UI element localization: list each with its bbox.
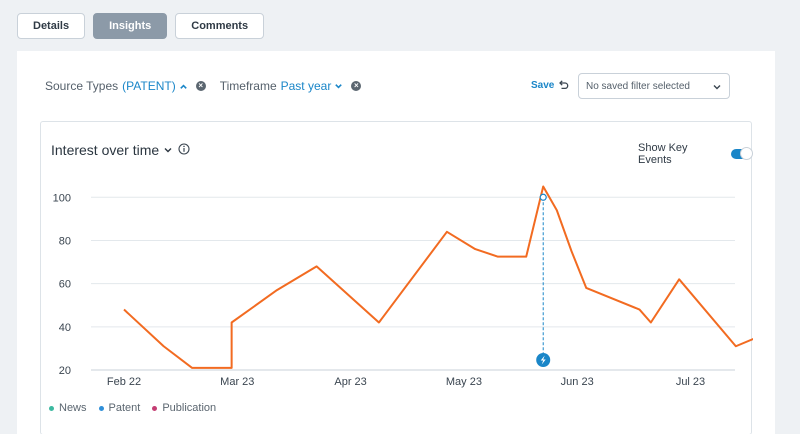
- legend-dot: [49, 405, 54, 411]
- y-tick-label: 80: [59, 235, 71, 247]
- lightning-icon: [540, 355, 546, 365]
- legend-item-news[interactable]: News: [49, 402, 87, 414]
- key-events-control: Show Key Events: [638, 142, 753, 166]
- y-tick-label: 100: [53, 192, 71, 204]
- filter-bar: Source Types (PATENT) × Timeframe Past y…: [45, 79, 375, 93]
- card-title-text: Interest over time: [51, 142, 160, 158]
- x-tick-label: Jun 23: [561, 376, 594, 388]
- clear-source-types-icon[interactable]: ×: [195, 81, 206, 91]
- chevron-down-icon: [335, 83, 343, 89]
- tab-details[interactable]: Details: [17, 13, 86, 39]
- saved-filter-select[interactable]: No saved filter selected: [578, 73, 730, 99]
- legend-label: News: [59, 402, 87, 414]
- chevron-up-icon: [179, 83, 187, 89]
- y-tick-label: 60: [59, 279, 71, 291]
- x-tick-label: Apr 23: [334, 376, 366, 388]
- source-types-value: (PATENT): [122, 79, 176, 93]
- card-title[interactable]: Interest over time: [51, 142, 173, 158]
- insights-panel: Source Types (PATENT) × Timeframe Past y…: [17, 51, 775, 434]
- saved-filter-value: No saved filter selected: [586, 80, 690, 92]
- timeframe-label: Timeframe: [219, 79, 277, 93]
- interest-chart: 20 40 60 80 100 Feb 22 Mar 23 Apr 23 May 23 Jun 2…: [53, 185, 753, 388]
- legend-label: Patent: [108, 402, 141, 414]
- legend-dot: [98, 405, 104, 411]
- legend-item-publication[interactable]: Publication: [152, 402, 216, 414]
- chevron-down-icon: [713, 85, 721, 90]
- legend-dot: [152, 405, 158, 411]
- chevron-down-icon: [164, 148, 172, 153]
- x-tick-label: Feb 22: [107, 376, 141, 388]
- legend-label: Publication: [162, 402, 217, 414]
- legend-item-patent[interactable]: Patent: [98, 402, 141, 414]
- toggle-knob: [740, 147, 753, 160]
- source-types-filter[interactable]: Source Types (PATENT) ×: [45, 79, 206, 93]
- key-event-point: [539, 193, 547, 201]
- tab-insights[interactable]: Insights: [93, 13, 168, 39]
- info-icon[interactable]: [178, 143, 190, 155]
- tab-comments[interactable]: Comments: [175, 13, 265, 39]
- series-line-patent: [123, 185, 753, 369]
- chart-legend: News Patent Publication: [49, 402, 216, 414]
- tab-bar: Details Insights Comments: [17, 13, 265, 39]
- timeframe-filter[interactable]: Timeframe Past year ×: [220, 79, 362, 93]
- x-tick-label: Jul 23: [676, 376, 705, 388]
- y-tick-label: 40: [59, 322, 71, 334]
- clear-timeframe-icon[interactable]: ×: [351, 81, 362, 91]
- y-tick-label: 20: [59, 365, 71, 377]
- key-events-toggle[interactable]: [731, 147, 753, 160]
- x-tick-label: Mar 23: [220, 376, 254, 388]
- x-tick-label: May 23: [446, 376, 482, 388]
- save-button[interactable]: Save: [531, 80, 555, 91]
- source-types-label: Source Types: [45, 79, 119, 93]
- timeframe-value: Past year: [280, 79, 332, 93]
- key-events-label: Show Key Events: [638, 142, 688, 166]
- undo-icon[interactable]: [557, 79, 569, 91]
- interest-over-time-card: Interest over time Show Key Events 20 40 6…: [40, 121, 753, 434]
